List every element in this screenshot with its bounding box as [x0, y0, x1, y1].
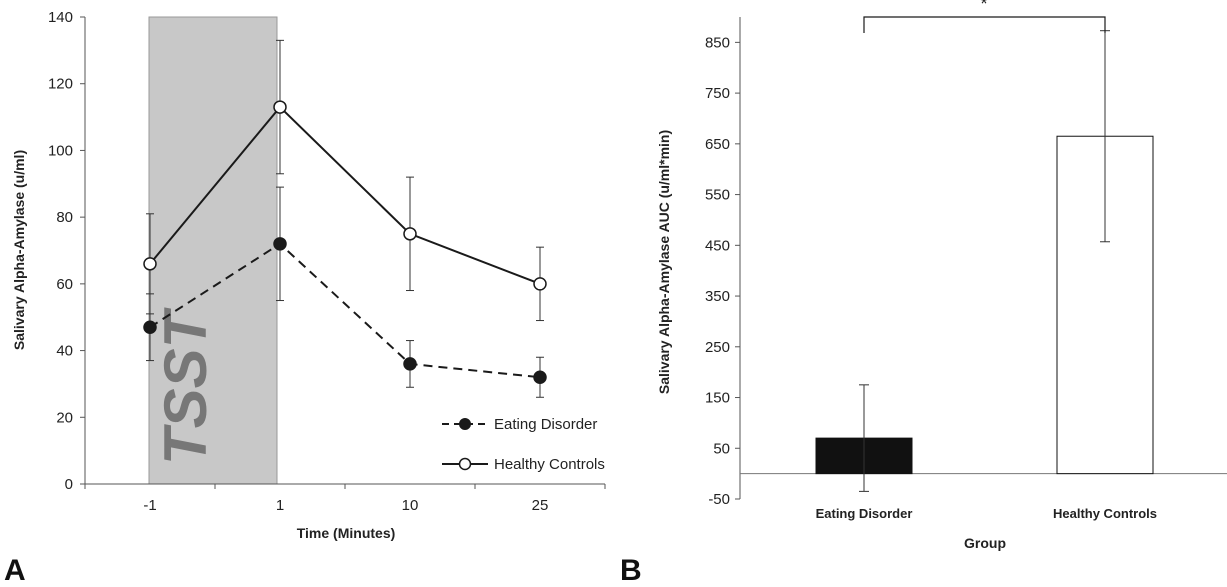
panel-b-y-tick-label: 550	[705, 187, 730, 204]
panel-a-legend: Eating Disorder Healthy Controls	[442, 416, 605, 473]
panel-a-x-tick-label: 25	[532, 497, 549, 514]
panel-b-y-tick-label: -50	[708, 491, 730, 508]
panel-a-y-axis-label: Salivary Alpha-Amylase (u/ml)	[11, 150, 27, 350]
panel-a-y-tick-label: 40	[56, 343, 73, 360]
panel-a-label: A	[4, 554, 26, 587]
panel-b-label: B	[620, 554, 642, 587]
data-point-healthy-controls	[403, 227, 417, 241]
legend-healthy-controls-marker	[458, 457, 472, 471]
panel-a-x-tick-label: 10	[402, 497, 419, 514]
panel-a-y-tick-label: 0	[65, 476, 73, 493]
panel-a-x-axis-label: Time (Minutes)	[297, 525, 396, 541]
category-label-eating-disorder: Eating Disorder	[816, 506, 913, 521]
data-point-healthy-controls	[533, 277, 547, 291]
data-point-healthy-controls	[143, 257, 157, 271]
panel-b-y-tick-label: 450	[705, 237, 730, 254]
legend-eating-disorder-marker	[459, 418, 471, 430]
panel-b-y-axis-label: Salivary Alpha-Amylase AUC (u/ml*min)	[656, 130, 672, 394]
series-line-healthy-controls	[149, 105, 541, 285]
legend-healthy-controls-label: Healthy Controls	[494, 456, 605, 473]
legend-eating-disorder-label: Eating Disorder	[494, 416, 597, 433]
data-point-eating-disorder	[533, 370, 547, 385]
panel-a-y-tick-label: 120	[48, 76, 73, 93]
data-point-healthy-controls	[273, 100, 287, 114]
panel-b-y-tick-label: 250	[705, 339, 730, 356]
tsst-label: TSST	[152, 307, 219, 465]
panel-a-y-tick-label: 140	[48, 9, 73, 26]
series-line-eating-disorder	[149, 242, 541, 379]
panel-a-x-tick-label: 1	[276, 497, 284, 514]
panel-a-y-tick-label: 80	[56, 209, 73, 226]
panel-b-y-tick-label: 650	[705, 136, 730, 153]
panel-a-y-tick-label: 20	[56, 409, 73, 426]
panel-b-bar-chart: -50 50 150 250 350 450 550 650 750 850 Eating Dis…	[656, 0, 1227, 551]
data-point-eating-disorder	[143, 320, 157, 334]
panel-a-series	[143, 39, 547, 398]
panel-b-y-tick-label: 350	[705, 288, 730, 305]
panel-a-y-tick-label: 100	[48, 142, 73, 159]
panel-b-bars: Eating Disorder Healthy Controls	[815, 30, 1157, 521]
tsst-shaded-region	[148, 16, 278, 485]
panel-b-y-tick-label: 750	[705, 85, 730, 102]
panel-a-line-chart: TSST 0 20 40 60 80 100 120 140 -1 1 10 25 Time (Min…	[11, 9, 606, 541]
data-point-eating-disorder	[403, 357, 417, 371]
panel-b-y-tick-label: 50	[713, 440, 730, 457]
significance-marker: *	[980, 0, 987, 14]
panel-b-y-tick-label: 150	[705, 390, 730, 407]
panel-b-y-tick-label: 850	[705, 34, 730, 51]
category-label-healthy-controls: Healthy Controls	[1053, 506, 1157, 521]
significance-bracket-line	[863, 16, 1106, 33]
data-point-eating-disorder	[273, 237, 287, 251]
panel-a-axes: 0 20 40 60 80 100 120 140 -1 1 10 25	[48, 9, 606, 514]
panel-a-x-tick-label: -1	[143, 497, 156, 514]
panel-a-y-tick-label: 60	[56, 276, 73, 293]
panel-b-x-axis-label: Group	[964, 535, 1006, 551]
significance-bracket: *	[863, 0, 1106, 33]
